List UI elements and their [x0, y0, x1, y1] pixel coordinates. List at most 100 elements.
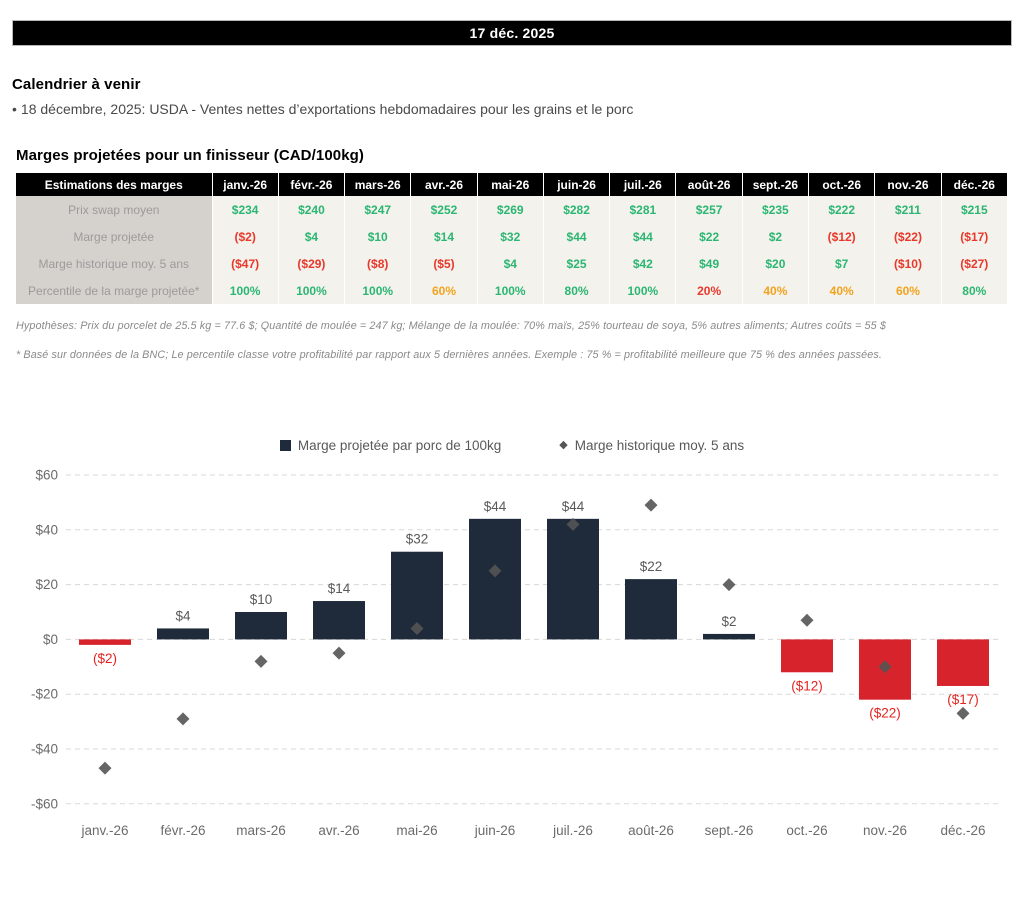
- value-cell: 100%: [477, 277, 544, 304]
- value-cell: ($47): [212, 250, 279, 277]
- value-cell: 80%: [543, 277, 611, 304]
- diamond-marker: [644, 498, 658, 512]
- month-header-cell: juin-26: [543, 173, 611, 196]
- diamond-marker: [254, 654, 268, 668]
- assumptions-note: Hypothèses: Prix du porcelet de 25.5 kg …: [16, 320, 886, 332]
- margins-table-header: Estimations des marges janv.-26 févr.-26 ma…: [16, 173, 1009, 196]
- value-cell: $281: [609, 196, 677, 223]
- bar: [79, 639, 131, 645]
- bar-value-label: $10: [250, 592, 273, 607]
- bar-value-label: ($17): [947, 692, 979, 707]
- legend-label: Marge historique moy. 5 ans: [574, 437, 745, 453]
- value-cell: ($17): [941, 223, 1009, 250]
- value-cell: $22: [675, 223, 743, 250]
- table-row: Marge projetée ($2) $4 $10 $14 $32 $44 $44 $22 $2…: [16, 223, 1009, 250]
- bar: [235, 612, 287, 640]
- value-cell: $42: [609, 250, 677, 277]
- bar-value-label: $32: [406, 532, 429, 547]
- x-tick-label: avr.-26: [318, 823, 359, 838]
- x-tick-label: juil.-26: [552, 823, 593, 838]
- value-cell: ($12): [808, 223, 876, 250]
- legend-item-historical-margin: ◆ Marge historique moy. 5 ans: [559, 438, 744, 453]
- value-cell: $32: [477, 223, 544, 250]
- value-cell: $257: [675, 196, 743, 223]
- y-axis-labels: $60 $40 $20 $0 -$20 -$40 -$60: [31, 468, 58, 812]
- diamond-marker-icon: ◆: [559, 438, 568, 451]
- x-tick-label: déc.-26: [940, 823, 985, 838]
- table-row: Percentile de la marge projetée* 100% 100%…: [16, 277, 1009, 304]
- value-cell: ($22): [874, 223, 942, 250]
- margins-table-section: Marges projetées pour un finisseur (CAD/…: [16, 147, 1009, 304]
- value-cell: $215: [941, 196, 1009, 223]
- legend-label: Marge projetée par porc de 100kg: [297, 437, 502, 453]
- date-header-bar: 17 déc. 2025: [12, 20, 1012, 46]
- value-cell: $211: [874, 196, 942, 223]
- x-tick-label: sept.-26: [705, 823, 754, 838]
- value-cell: 100%: [212, 277, 279, 304]
- value-cell: $4: [278, 223, 346, 250]
- bar: [937, 639, 989, 686]
- bar: [781, 639, 833, 673]
- header-row: Estimations des marges janv.-26 févr.-26 ma…: [16, 173, 1009, 196]
- margins-table: Estimations des marges janv.-26 févr.-26 ma…: [16, 173, 1009, 304]
- month-header-cell: nov.-26: [874, 173, 942, 196]
- value-cell: $240: [278, 196, 346, 223]
- table-row: Prix swap moyen $234 $240 $247 $252 $269 $282 $…: [16, 196, 1009, 223]
- value-cell: $10: [344, 223, 412, 250]
- bar-value-label: $14: [328, 581, 351, 596]
- value-cell: 40%: [742, 277, 810, 304]
- calendar-item-text: 18 décembre, 2025: USDA - Ventes nettes …: [20, 101, 634, 117]
- bar-value-label: ($22): [869, 706, 901, 721]
- y-tick-label: $0: [43, 632, 58, 647]
- bar: [703, 633, 755, 640]
- row-label-cell: Marge historique moy. 5 ans: [16, 250, 213, 277]
- y-tick-label: $60: [35, 468, 58, 483]
- x-axis-labels: janv.-26 févr.-26 mars-26 avr.-26 mai-26 juin…: [80, 823, 985, 838]
- corner-header-cell: Estimations des marges: [16, 173, 213, 196]
- x-tick-label: juin-26: [474, 823, 516, 838]
- bar-value-label: ($12): [791, 678, 823, 693]
- value-cell: ($10): [874, 250, 942, 277]
- bar: [625, 579, 677, 640]
- y-tick-label: $20: [35, 577, 58, 592]
- value-cell: 60%: [410, 277, 478, 304]
- diamond-marker: [956, 706, 970, 720]
- bar-value-label: $44: [562, 499, 585, 514]
- gridlines: [66, 474, 1002, 805]
- diamond-marker: [566, 517, 580, 531]
- x-tick-label: août-26: [628, 823, 674, 838]
- legend-item-projected-margin: Marge projetée par porc de 100kg: [279, 437, 502, 453]
- bar-value-label: $22: [640, 559, 663, 574]
- value-cell: ($29): [278, 250, 346, 277]
- value-cell: $252: [410, 196, 478, 223]
- calendar-item: • 18 décembre, 2025: USDA - Ventes nettes…: [12, 101, 1012, 117]
- value-cell: $14: [410, 223, 478, 250]
- row-label-cell: Percentile de la marge projetée*: [16, 277, 213, 304]
- bar-swatch-icon: [279, 439, 291, 451]
- value-cell: 100%: [278, 277, 346, 304]
- month-header-cell: oct.-26: [808, 173, 876, 196]
- value-cell: $44: [543, 223, 611, 250]
- value-cell: $234: [212, 196, 279, 223]
- x-tick-label: janv.-26: [80, 823, 128, 838]
- month-header-cell: mars-26: [344, 173, 412, 196]
- diamond-marker: [488, 564, 502, 578]
- month-header-cell: août-26: [675, 173, 743, 196]
- value-cell: $20: [742, 250, 810, 277]
- row-label-cell: Prix swap moyen: [16, 196, 213, 223]
- bullet-marker: •: [12, 101, 17, 117]
- diamond-markers-group: [98, 498, 970, 775]
- y-tick-label: -$20: [31, 687, 58, 702]
- value-cell: 60%: [874, 277, 942, 304]
- value-cell: ($27): [941, 250, 1009, 277]
- margins-chart: $60 $40 $20 $0 -$20 -$40 -$60 ($2) $4 $10 $14 $32 $4…: [31, 468, 1002, 838]
- value-cell: 20%: [675, 277, 743, 304]
- bar: [157, 628, 209, 640]
- month-header-cell: févr.-26: [278, 173, 346, 196]
- diamond-marker: [332, 646, 346, 660]
- value-cell: 40%: [808, 277, 876, 304]
- table-row: Marge historique moy. 5 ans ($47) ($29) ($8…: [16, 250, 1009, 277]
- footnotes: Hypothèses: Prix du porcelet de 25.5 kg …: [16, 320, 1008, 361]
- y-tick-label: $40: [35, 522, 58, 537]
- diamond-marker: [176, 712, 190, 726]
